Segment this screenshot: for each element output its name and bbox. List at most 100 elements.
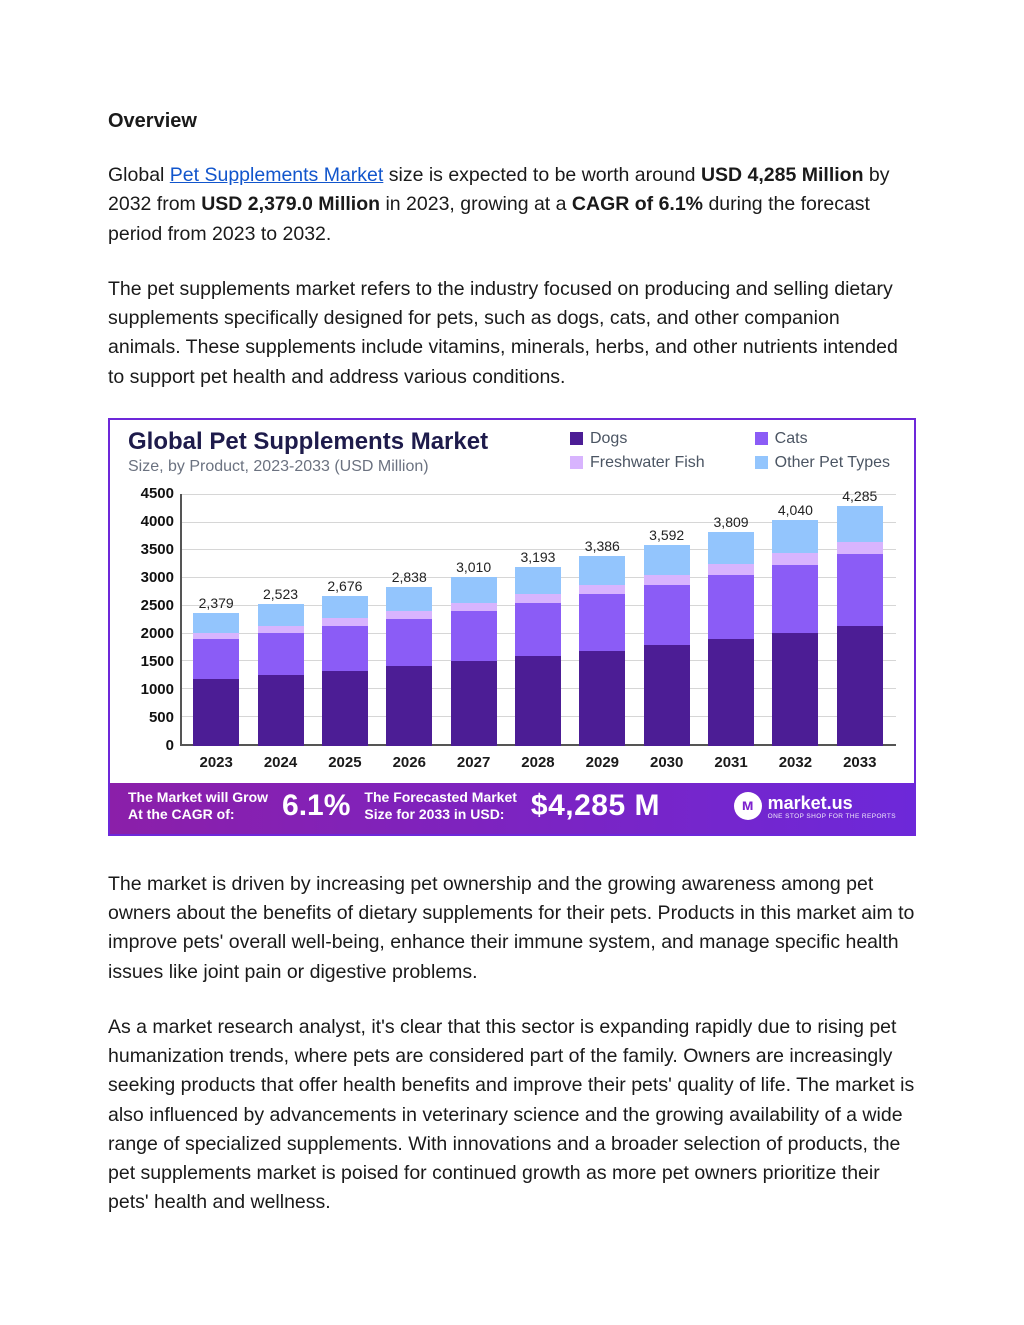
brand-logo-icon: ᴍ (734, 792, 762, 820)
text: size is expected to be worth around (383, 164, 701, 186)
bar-value-label: 2,676 (327, 578, 362, 594)
page-heading: Overview (108, 110, 916, 133)
x-tick: 2033 (837, 754, 883, 771)
bar-segment (322, 626, 368, 671)
bar-segment (515, 656, 561, 745)
bar-stack (386, 587, 432, 746)
bar-segment (451, 603, 497, 611)
bar-value-label: 3,193 (520, 549, 555, 565)
intro-paragraph-2: The pet supplements market refers to the… (108, 275, 916, 392)
bar-value-label: 3,809 (714, 514, 749, 530)
text: The Forecasted Market (364, 789, 517, 807)
bar-column: 3,592 (644, 527, 690, 746)
bar-segment (837, 542, 883, 554)
footer-size-value: $4,285 M (531, 789, 660, 823)
body-paragraph-4: As a market research analyst, it's clear… (108, 1013, 916, 1218)
chart-plot: 050010001500200025003000350040004500 2,3… (110, 480, 914, 783)
footer-cagr-label: The Market will Grow At the CAGR of: (128, 789, 268, 824)
bar-segment (386, 619, 432, 667)
bar-segment (708, 575, 754, 639)
bar-column: 3,386 (579, 538, 625, 746)
bar-segment (837, 506, 883, 542)
bar-column: 4,040 (772, 502, 818, 746)
bar-segment (451, 577, 497, 602)
bar-segment (579, 585, 625, 594)
bar-segment (579, 651, 625, 746)
legend-item: Dogs (570, 430, 705, 448)
legend-swatch (755, 456, 768, 469)
legend-item: Freshwater Fish (570, 454, 705, 472)
bar-segment (193, 679, 239, 746)
x-tick: 2031 (708, 754, 754, 771)
bar-value-label: 2,838 (392, 569, 427, 585)
text-bold: USD 4,285 Million (701, 164, 864, 186)
x-tick: 2028 (515, 754, 561, 771)
bar-stack (193, 613, 239, 746)
bar-segment (451, 661, 497, 745)
bar-segment (322, 618, 368, 625)
bar-segment (644, 575, 690, 585)
bar-segment (515, 567, 561, 594)
x-tick: 2024 (258, 754, 304, 771)
text: At the CAGR of: (128, 806, 268, 824)
brand-name: market.us (768, 793, 853, 813)
bar-stack (579, 556, 625, 746)
bar-segment (772, 565, 818, 633)
bar-segment (772, 633, 818, 746)
footer-size-label: The Forecasted Market Size for 2033 in U… (364, 789, 517, 824)
legend-label: Cats (775, 430, 808, 448)
bar-stack (322, 596, 368, 746)
bar-value-label: 4,040 (778, 502, 813, 518)
chart-subtitle: Size, by Product, 2023-2033 (USD Million… (128, 458, 560, 476)
bar-value-label: 3,010 (456, 559, 491, 575)
text-bold: USD 2,379.0 Million (201, 193, 380, 215)
bar-segment (451, 611, 497, 662)
bar-column: 2,838 (386, 569, 432, 746)
bar-stack (515, 567, 561, 746)
bar-segment (193, 639, 239, 679)
bar-stack (451, 577, 497, 746)
market-link[interactable]: Pet Supplements Market (170, 164, 384, 186)
text: in 2023, growing at a (380, 193, 572, 215)
text-bold: CAGR of 6.1% (572, 193, 703, 215)
bar-segment (386, 611, 432, 619)
text: The Market will Grow (128, 789, 268, 807)
bar-value-label: 4,285 (842, 488, 877, 504)
bar-segment (644, 545, 690, 575)
bar-segment (386, 666, 432, 745)
bar-column: 4,285 (837, 488, 883, 746)
bar-segment (322, 596, 368, 618)
x-tick: 2032 (772, 754, 818, 771)
chart-header: Global Pet Supplements Market Size, by P… (110, 420, 914, 480)
bar-segment (515, 603, 561, 657)
x-tick: 2027 (451, 754, 497, 771)
chart-legend: Dogs Cats Freshwater Fish Other Pet Types (570, 428, 896, 476)
bar-value-label: 3,592 (649, 527, 684, 543)
brand: ᴍ market.us ONE STOP SHOP FOR THE REPORT… (734, 792, 896, 820)
bar-segment (644, 585, 690, 645)
bar-value-label: 2,379 (199, 595, 234, 611)
bar-stack (708, 532, 754, 745)
bar-segment (258, 633, 304, 675)
chart-bars: 2,379 2,523 2,676 2,838 3,010 3,193 3,386 3,592… (180, 494, 896, 746)
bar-stack (258, 604, 304, 745)
x-tick: 2030 (644, 754, 690, 771)
footer-cagr-value: 6.1% (282, 789, 350, 823)
bar-segment (258, 626, 304, 633)
bar-column: 3,010 (451, 559, 497, 746)
bar-segment (708, 639, 754, 746)
bar-column: 2,523 (258, 586, 304, 745)
bar-segment (515, 594, 561, 603)
chart-y-axis: 050010001500200025003000350040004500 (128, 494, 180, 746)
chart-title: Global Pet Supplements Market (128, 428, 560, 456)
bar-stack (644, 545, 690, 746)
bar-segment (772, 553, 818, 564)
legend-item: Other Pet Types (755, 454, 890, 472)
bar-segment (258, 675, 304, 746)
chart-container: Global Pet Supplements Market Size, by P… (108, 418, 916, 836)
body-paragraph-3: The market is driven by increasing pet o… (108, 870, 916, 987)
legend-item: Cats (755, 430, 890, 448)
bar-segment (579, 556, 625, 584)
legend-label: Other Pet Types (775, 454, 890, 472)
text: Global (108, 164, 170, 186)
